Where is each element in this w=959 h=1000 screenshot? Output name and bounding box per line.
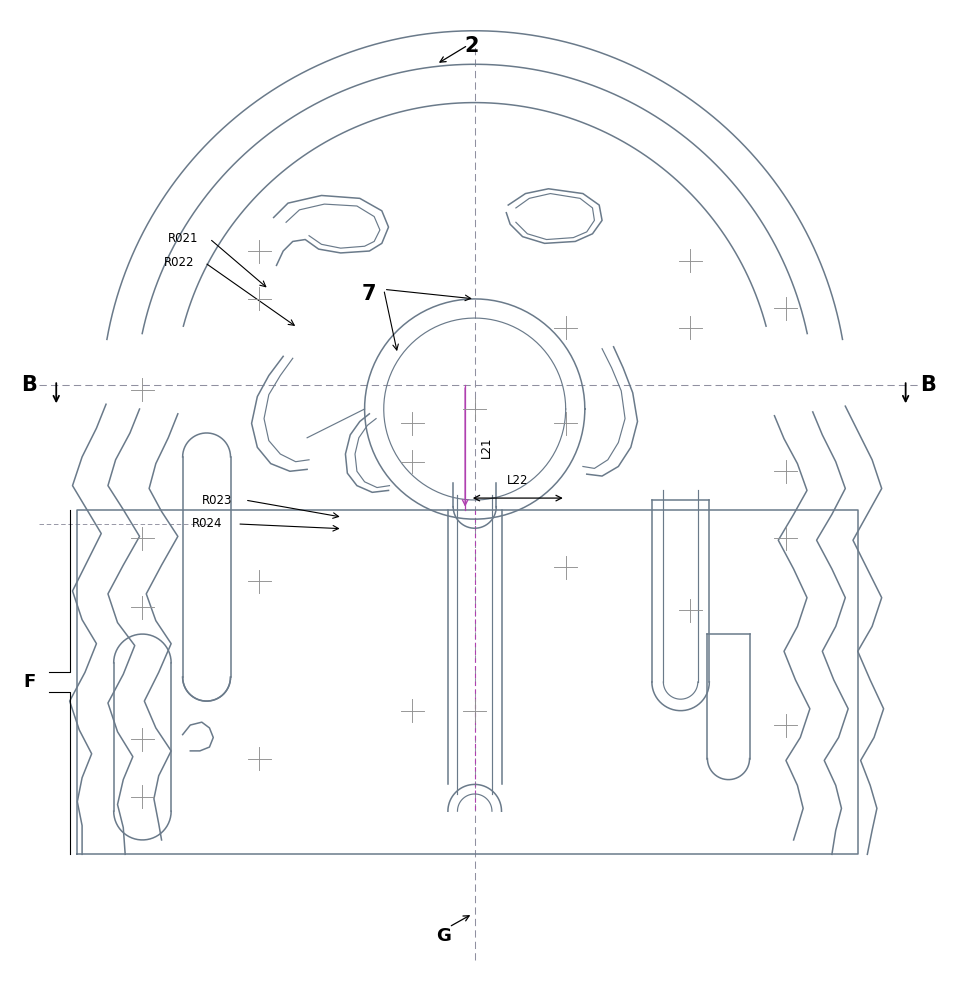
Text: G: G: [435, 927, 451, 945]
Text: B: B: [920, 375, 936, 395]
Text: F: F: [23, 673, 35, 691]
Text: R022: R022: [163, 256, 194, 269]
Text: 2: 2: [464, 36, 480, 56]
Text: R023: R023: [201, 494, 232, 507]
Text: L22: L22: [507, 474, 528, 487]
Text: 7: 7: [363, 284, 377, 304]
Text: L21: L21: [480, 437, 493, 458]
Text: B: B: [21, 375, 37, 395]
Text: R024: R024: [192, 517, 222, 530]
Text: R021: R021: [168, 232, 199, 245]
